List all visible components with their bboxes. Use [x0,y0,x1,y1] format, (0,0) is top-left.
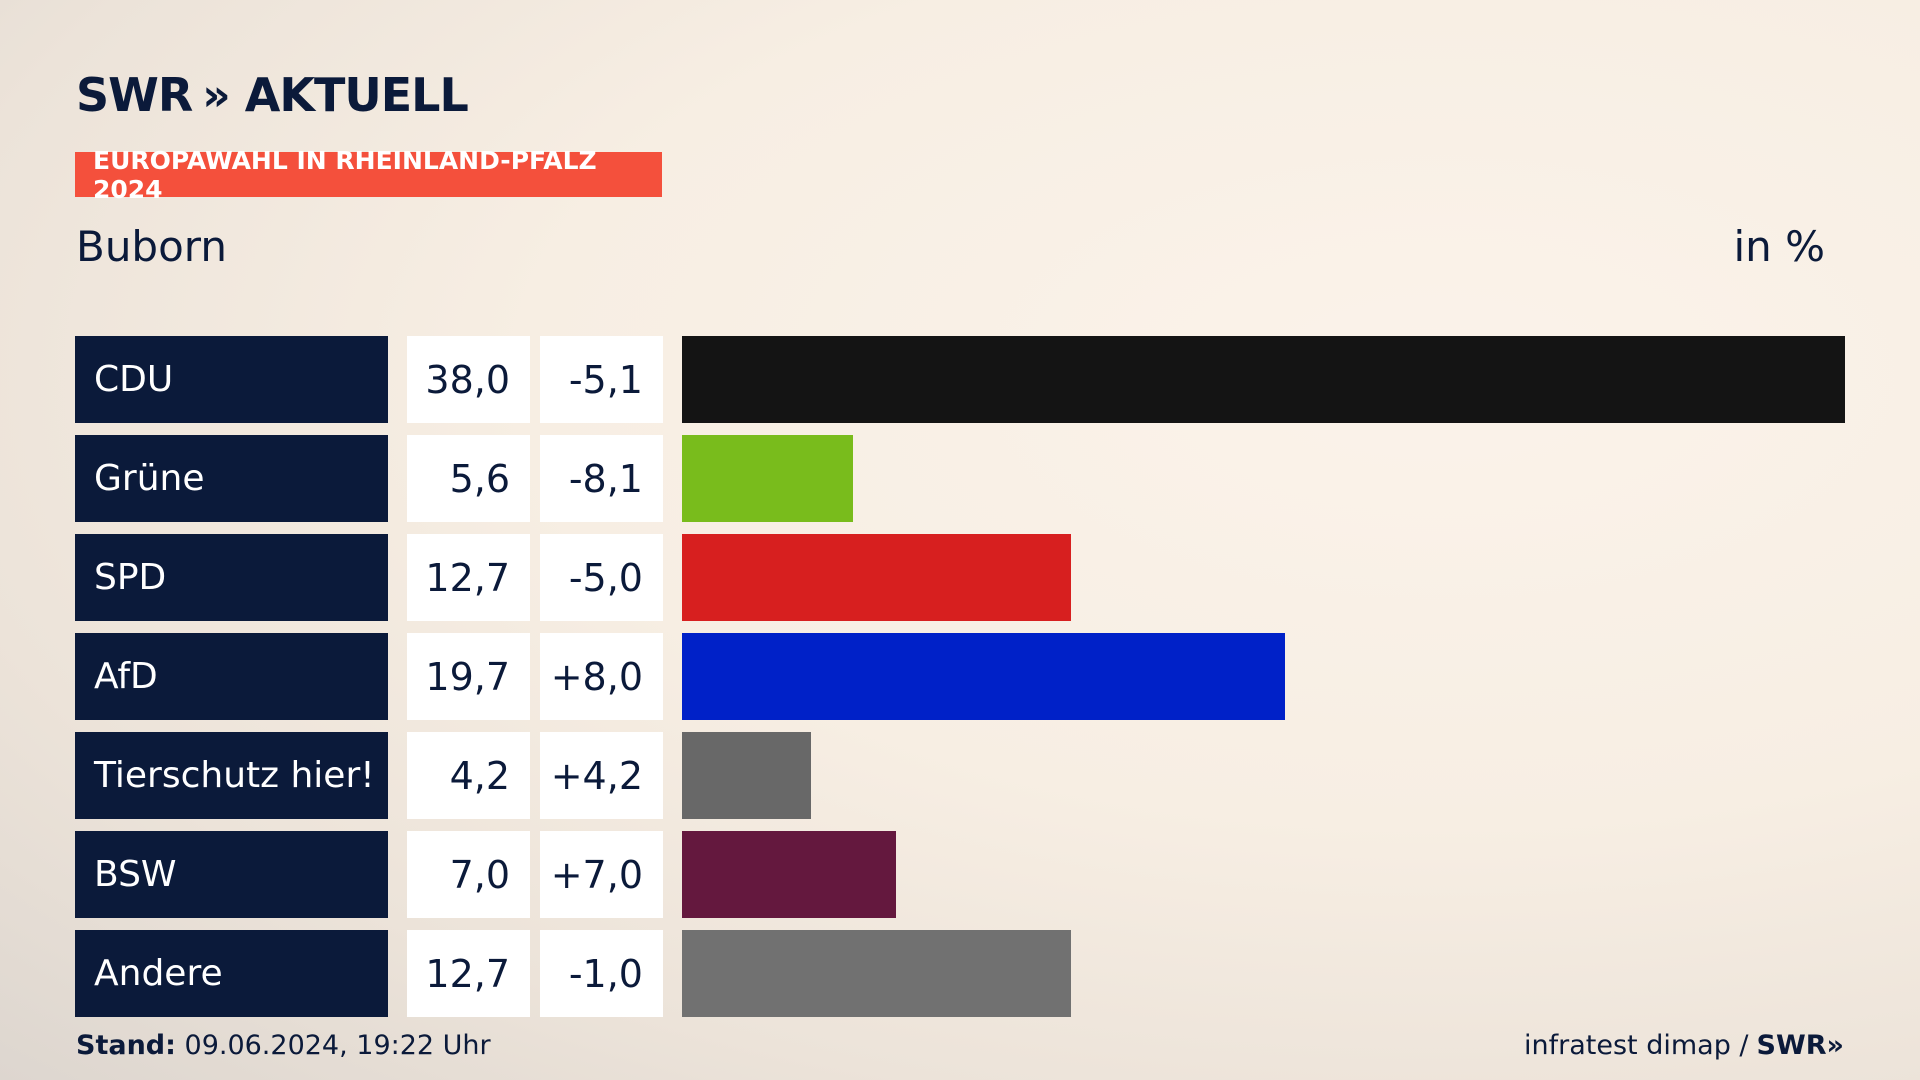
result-bar [682,336,1845,423]
result-bar [682,633,1285,720]
region-title: Buborn [76,222,227,271]
party-label: AfD [75,633,388,720]
source-text: infratest dimap / [1524,1030,1749,1061]
stand-value: 09.06.2024, 19:22 Uhr [184,1030,491,1061]
value-label: 5,6 [407,435,530,522]
value-label: 38,0 [407,336,530,423]
result-bar [682,831,896,918]
logo-swr: SWR [76,68,193,122]
diff-label: +7,0 [540,831,663,918]
value-label: 12,7 [407,534,530,621]
stand-label: Stand: [76,1030,176,1061]
diff-label: -5,0 [540,534,663,621]
party-label: Grüne [75,435,388,522]
party-label: Andere [75,930,388,1017]
result-row: BSW 7,0 +7,0 [75,831,1845,918]
result-row: AfD 19,7 +8,0 [75,633,1845,720]
result-row: Grüne 5,6 -8,1 [75,435,1845,522]
party-label: SPD [75,534,388,621]
diff-label: -1,0 [540,930,663,1017]
result-bar [682,732,811,819]
unit-label: in % [1733,222,1825,271]
value-label: 19,7 [407,633,530,720]
party-label: Tierschutz hier! [75,732,388,819]
result-row: Andere 12,7 -1,0 [75,930,1845,1017]
source-credit: infratest dimap / SWR» [1524,1030,1844,1061]
result-bar [682,435,853,522]
result-row: Tierschutz hier! 4,2 +4,2 [75,732,1845,819]
result-row: CDU 38,0 -5,1 [75,336,1845,423]
swr-aktuell-logo: SWR » AKTUELL [76,68,469,122]
timestamp: Stand: 09.06.2024, 19:22 Uhr [76,1030,491,1061]
result-row: SPD 12,7 -5,0 [75,534,1845,621]
logo-chevron-icon: » [202,69,231,121]
value-label: 12,7 [407,930,530,1017]
diff-label: -5,1 [540,336,663,423]
diff-label: -8,1 [540,435,663,522]
result-bar [682,534,1071,621]
election-kicker: EUROPAWAHL IN RHEINLAND-PFALZ 2024 [75,146,662,204]
diff-label: +4,2 [540,732,663,819]
result-bar [682,930,1071,1017]
value-label: 7,0 [407,831,530,918]
value-label: 4,2 [407,732,530,819]
diff-label: +8,0 [540,633,663,720]
logo-aktuell: AKTUELL [244,68,469,122]
party-label: CDU [75,336,388,423]
party-label: BSW [75,831,388,918]
source-brand: SWR» [1756,1030,1844,1061]
